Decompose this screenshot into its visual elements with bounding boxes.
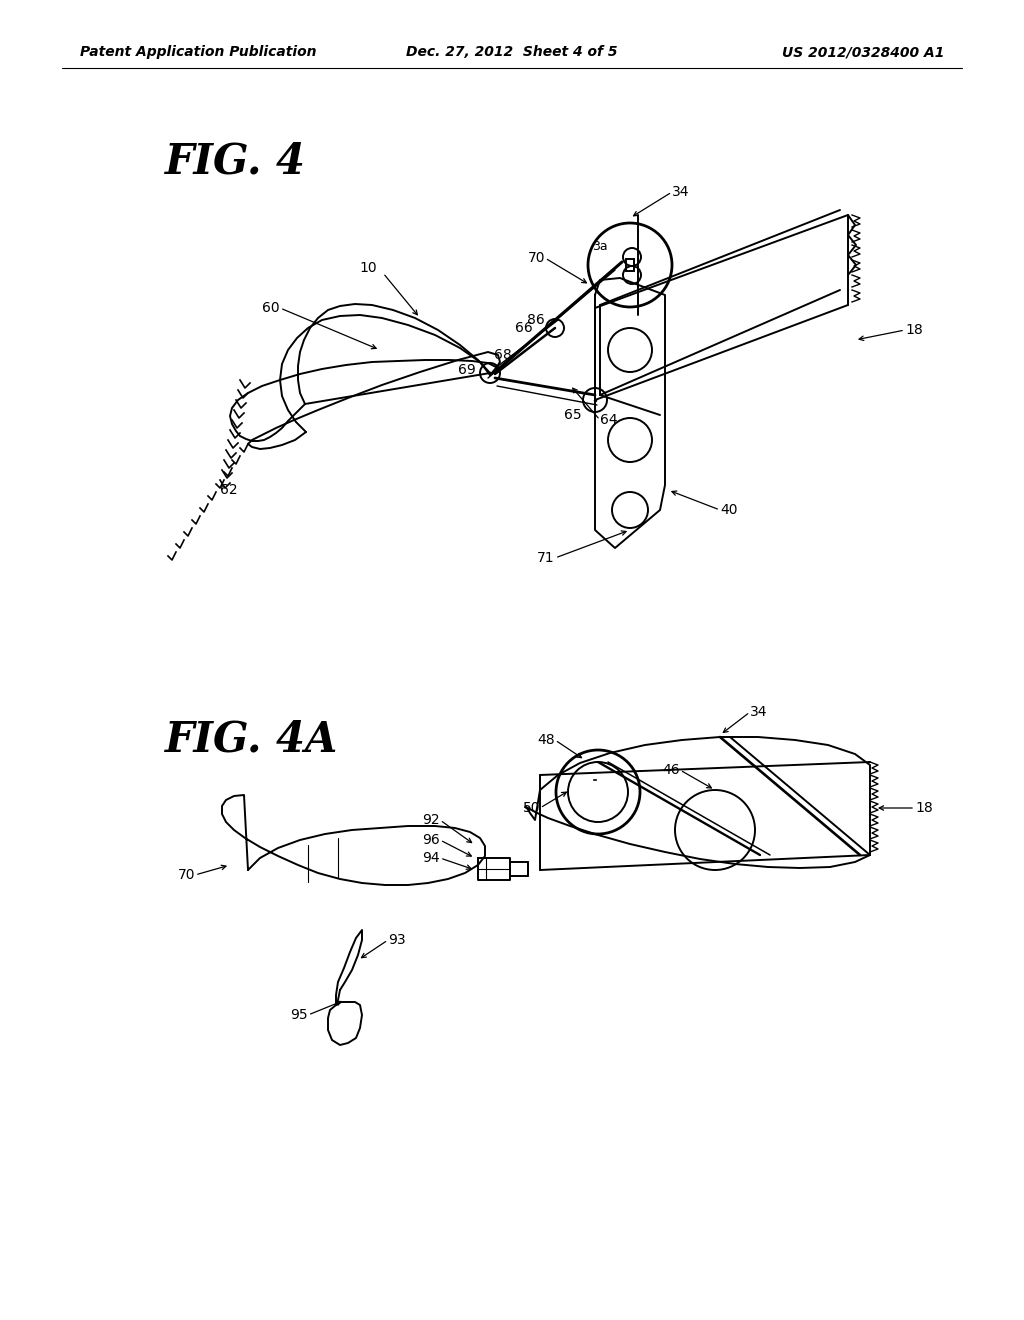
Text: 71: 71 (538, 550, 555, 565)
Text: 3a: 3a (592, 240, 608, 253)
Text: FIG. 4A: FIG. 4A (165, 718, 338, 760)
Text: 50: 50 (522, 801, 540, 814)
Text: US 2012/0328400 A1: US 2012/0328400 A1 (781, 45, 944, 59)
Text: 64: 64 (600, 413, 617, 426)
Text: FIG. 4: FIG. 4 (165, 140, 306, 182)
Text: 93: 93 (388, 933, 406, 946)
Text: 34: 34 (750, 705, 768, 719)
Text: 62: 62 (220, 483, 238, 498)
Text: 95: 95 (291, 1008, 308, 1022)
Text: 70: 70 (527, 251, 545, 265)
Text: 69: 69 (459, 363, 476, 378)
Text: Patent Application Publication: Patent Application Publication (80, 45, 316, 59)
Text: 34: 34 (672, 185, 689, 199)
Text: 60: 60 (262, 301, 280, 315)
Text: 10: 10 (359, 261, 377, 275)
Text: 92: 92 (422, 813, 440, 828)
Text: Dec. 27, 2012  Sheet 4 of 5: Dec. 27, 2012 Sheet 4 of 5 (407, 45, 617, 59)
Text: 86: 86 (527, 313, 545, 327)
Text: 68: 68 (495, 348, 512, 362)
Text: 65: 65 (564, 408, 582, 422)
Text: 94: 94 (422, 851, 440, 865)
Text: 66: 66 (515, 321, 534, 335)
Text: 46: 46 (663, 763, 680, 777)
Text: 18: 18 (905, 323, 923, 337)
Text: 70: 70 (177, 869, 195, 882)
Bar (626, 259, 634, 271)
Text: 48: 48 (538, 733, 555, 747)
Text: 40: 40 (720, 503, 737, 517)
Text: 18: 18 (915, 801, 933, 814)
Text: 96: 96 (422, 833, 440, 847)
